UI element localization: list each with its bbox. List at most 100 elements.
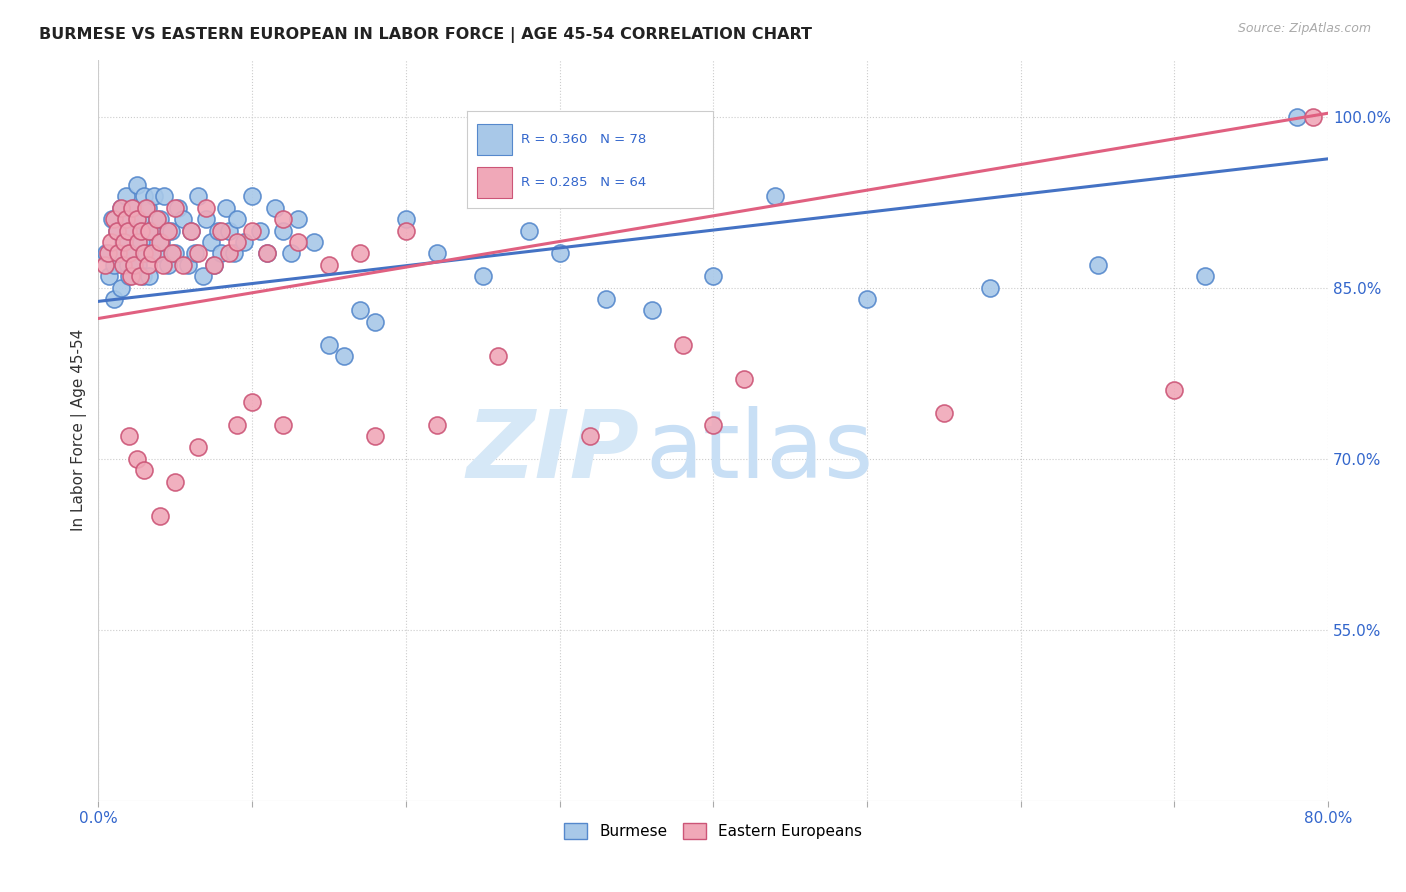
Point: [180, 224, 202, 238]
Point: [153, 189, 176, 203]
Point: [111, 258, 134, 272]
Point: [118, 429, 141, 443]
Text: BURMESE VS EASTERN EUROPEAN IN LABOR FORCE | AGE 45-54 CORRELATION CHART: BURMESE VS EASTERN EUROPEAN IN LABOR FOR…: [39, 27, 813, 43]
Point: [671, 337, 693, 351]
Point: [156, 224, 179, 238]
Point: [120, 224, 142, 238]
Point: [194, 201, 217, 215]
Point: [172, 258, 194, 272]
Point: [136, 201, 159, 215]
Point: [1286, 110, 1309, 124]
Point: [117, 258, 139, 272]
Point: [149, 212, 172, 227]
Point: [191, 269, 214, 284]
Point: [131, 235, 153, 249]
Point: [184, 246, 207, 260]
Point: [125, 451, 148, 466]
Point: [167, 201, 190, 215]
Point: [280, 246, 302, 260]
Point: [264, 201, 287, 215]
Point: [98, 269, 121, 284]
Point: [105, 224, 128, 238]
Point: [425, 246, 447, 260]
Text: atlas: atlas: [645, 407, 875, 499]
Text: ZIP: ZIP: [467, 407, 640, 499]
Point: [249, 224, 271, 238]
Point: [302, 235, 325, 249]
Legend: Burmese, Eastern Europeans: Burmese, Eastern Europeans: [558, 817, 868, 845]
Point: [110, 201, 132, 215]
Point: [932, 406, 955, 420]
Point: [218, 246, 240, 260]
Point: [136, 258, 159, 272]
Point: [207, 224, 229, 238]
Point: [318, 337, 340, 351]
Point: [94, 246, 117, 260]
Point: [149, 508, 172, 523]
Point: [115, 189, 138, 203]
Point: [128, 269, 150, 284]
Point: [110, 201, 132, 215]
Point: [118, 246, 141, 260]
Point: [256, 246, 278, 260]
Point: [1163, 384, 1185, 398]
Point: [100, 235, 122, 249]
Point: [145, 246, 167, 260]
Point: [121, 201, 143, 215]
Point: [856, 292, 879, 306]
Point: [172, 212, 194, 227]
Point: [271, 417, 294, 432]
Point: [114, 235, 136, 249]
Point: [733, 372, 755, 386]
Point: [103, 258, 125, 272]
Point: [425, 417, 447, 432]
Point: [103, 212, 125, 227]
Point: [233, 235, 256, 249]
Point: [240, 224, 263, 238]
Point: [135, 201, 157, 215]
Point: [118, 269, 141, 284]
Point: [395, 224, 418, 238]
Point: [215, 201, 238, 215]
Point: [127, 235, 149, 249]
Point: [107, 246, 129, 260]
Point: [209, 246, 232, 260]
Point: [240, 394, 263, 409]
Point: [349, 246, 371, 260]
Point: [110, 281, 132, 295]
Point: [187, 246, 209, 260]
Point: [128, 212, 150, 227]
Point: [202, 258, 225, 272]
Point: [287, 212, 309, 227]
Point: [117, 224, 139, 238]
Point: [122, 258, 145, 272]
Point: [349, 303, 371, 318]
Point: [176, 258, 198, 272]
Point: [125, 212, 148, 227]
Point: [115, 212, 138, 227]
Point: [122, 201, 145, 215]
Point: [187, 441, 209, 455]
Point: [271, 224, 294, 238]
Point: [159, 224, 181, 238]
Point: [486, 349, 509, 363]
Point: [209, 224, 232, 238]
Point: [135, 246, 157, 260]
Point: [702, 269, 724, 284]
Point: [641, 303, 664, 318]
Point: [225, 417, 247, 432]
Point: [127, 258, 149, 272]
Point: [165, 475, 187, 489]
Point: [517, 224, 540, 238]
Point: [134, 463, 156, 477]
Point: [225, 212, 247, 227]
Point: [187, 189, 209, 203]
Point: [979, 281, 1001, 295]
Point: [138, 224, 160, 238]
Point: [134, 189, 156, 203]
Point: [152, 258, 174, 272]
Point: [1087, 258, 1109, 272]
Point: [395, 212, 418, 227]
Point: [111, 235, 134, 249]
Point: [142, 189, 165, 203]
